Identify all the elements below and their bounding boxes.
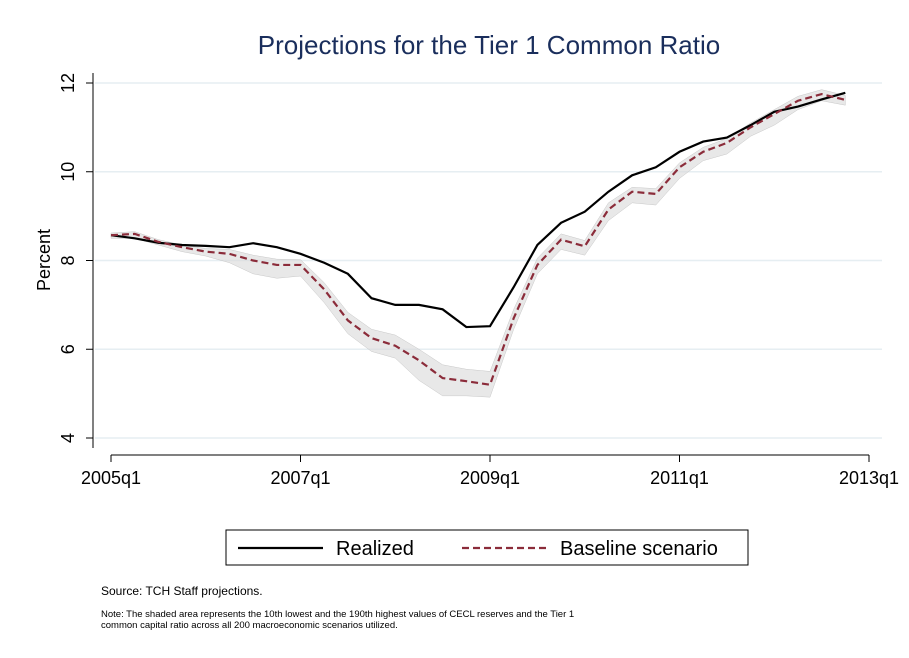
- band: [110, 89, 846, 398]
- y-tick-label: 12: [58, 73, 78, 93]
- legend-label: Baseline scenario: [560, 538, 718, 560]
- note: Note: The shaded area represents the 10t…: [101, 609, 574, 620]
- legend-label: Realized: [336, 538, 414, 560]
- x-tick-label: 2009q1: [460, 468, 520, 488]
- y-tick-label: 6: [58, 344, 78, 354]
- series-line: [110, 92, 846, 386]
- x-tick-label: 2011q1: [650, 468, 709, 488]
- x-tick-label: 2013q1: [839, 468, 899, 488]
- x-tick-label: 2005q1: [81, 468, 141, 488]
- y-axis-label: Percent: [34, 229, 54, 291]
- y-tick-label: 4: [58, 433, 78, 443]
- chart-title: Projections for the Tier 1 Common Ratio: [258, 30, 720, 60]
- source: Source: TCH Staff projections.: [101, 584, 263, 598]
- legend-box: [225, 529, 749, 566]
- x-tick-label: 2007q1: [270, 468, 330, 488]
- note: common capital ratio across all 200 macr…: [101, 620, 398, 631]
- y-tick-label: 8: [58, 255, 78, 265]
- y-tick-label: 10: [58, 162, 78, 182]
- series-line: [110, 91, 846, 329]
